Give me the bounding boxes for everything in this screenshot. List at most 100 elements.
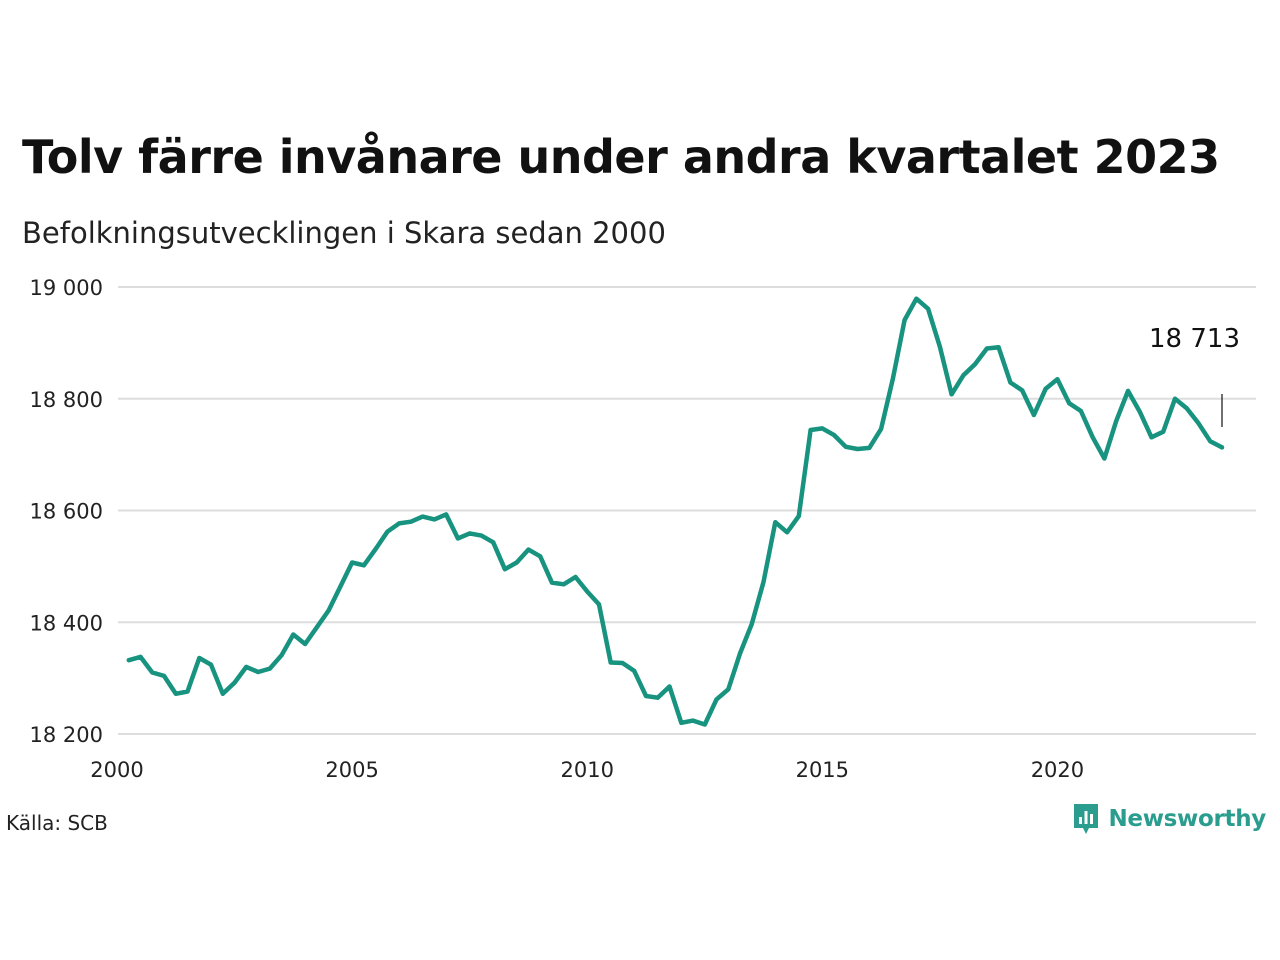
data-point <box>502 567 507 572</box>
data-point <box>1114 419 1119 424</box>
data-point <box>162 673 166 678</box>
data-point <box>644 694 648 698</box>
data-point <box>491 540 496 545</box>
data-point <box>1055 377 1060 382</box>
data-point <box>549 580 554 585</box>
data-point <box>373 547 378 552</box>
data-point <box>714 697 719 702</box>
data-point <box>350 560 355 565</box>
data-point <box>408 519 413 524</box>
data-point <box>361 563 366 568</box>
data-point <box>138 654 143 659</box>
data-point <box>232 680 237 685</box>
data-point <box>326 608 331 613</box>
data-point <box>773 520 778 525</box>
x-tick-label: 2000 <box>90 758 143 782</box>
data-point <box>808 428 813 432</box>
data-point <box>620 661 625 665</box>
data-point <box>1008 380 1013 385</box>
data-point <box>244 664 249 669</box>
data-point <box>1078 409 1083 413</box>
data-point <box>973 362 978 367</box>
data-point <box>785 530 790 535</box>
data-point <box>1161 429 1166 434</box>
data-point <box>796 514 801 519</box>
series-line <box>126 296 1225 727</box>
data-point <box>126 658 131 663</box>
data-point <box>1090 435 1095 440</box>
data-point <box>197 656 202 660</box>
data-point <box>303 642 308 646</box>
brand-name: Newsworthy <box>1108 806 1266 832</box>
data-point <box>996 345 1001 350</box>
data-point <box>479 533 484 538</box>
data-point <box>914 296 919 301</box>
data-point <box>561 582 566 587</box>
y-tick-label: 18 600 <box>30 500 103 524</box>
y-tick-label: 19 000 <box>30 276 103 300</box>
data-point <box>397 521 402 526</box>
data-point <box>691 718 695 723</box>
source-note: Källa: SCB <box>6 811 108 835</box>
data-point <box>1031 413 1036 417</box>
data-point <box>338 584 343 589</box>
data-point <box>632 668 637 673</box>
data-point <box>855 447 860 451</box>
x-tick-label: 2015 <box>796 758 849 782</box>
data-point <box>585 589 590 594</box>
data-point <box>1102 456 1107 461</box>
data-point <box>420 514 425 519</box>
data-point <box>679 720 684 725</box>
data-point <box>726 687 731 692</box>
y-tick-label: 18 200 <box>30 723 103 747</box>
data-point <box>1126 388 1130 393</box>
data-point <box>926 306 931 311</box>
last-value-label: 18 713 <box>1149 324 1240 354</box>
data-point <box>949 392 954 397</box>
data-point <box>1220 445 1224 450</box>
data-point <box>1043 386 1048 391</box>
data-point <box>432 517 437 522</box>
data-point <box>667 684 672 689</box>
data-point <box>961 373 966 378</box>
data-point <box>832 433 837 438</box>
data-point <box>314 625 319 630</box>
chart-subtitle: Befolkningsutvecklingen i Skara sedan 20… <box>22 216 666 250</box>
x-tick-label: 2020 <box>1031 758 1084 782</box>
data-point <box>984 346 989 351</box>
newsworthy-chart-icon <box>1074 804 1099 834</box>
data-point <box>1173 396 1177 401</box>
data-point <box>655 695 660 700</box>
data-point <box>455 536 460 541</box>
data-point <box>879 426 884 431</box>
brand-logo: Newsworthy <box>1072 802 1266 836</box>
data-point <box>820 426 825 431</box>
y-axis-ticks: 19 000 18 800 18 600 18 400 18 200 <box>30 276 103 747</box>
y-tick-label: 18 400 <box>30 611 103 635</box>
data-point <box>385 529 390 534</box>
x-tick-label: 2010 <box>560 758 613 782</box>
data-point <box>1137 409 1142 414</box>
data-point <box>843 444 848 449</box>
data-point <box>1184 406 1189 411</box>
data-point <box>209 662 213 667</box>
data-point <box>597 602 601 607</box>
chart-title: Tolv färre invånare under andra kvartale… <box>22 130 1220 184</box>
data-point <box>220 691 225 696</box>
data-point <box>173 691 178 696</box>
data-points <box>126 296 1224 727</box>
data-point <box>150 670 155 675</box>
data-point <box>514 560 519 565</box>
grid-layer <box>118 286 1256 735</box>
data-point <box>185 689 190 694</box>
data-point <box>256 670 261 674</box>
data-point <box>937 344 942 349</box>
y-tick-label: 18 800 <box>30 388 103 412</box>
data-point <box>890 376 895 381</box>
data-point <box>1208 439 1213 444</box>
x-axis-ticks: 2000 2005 2010 2015 2020 <box>90 758 1084 782</box>
data-point <box>867 445 872 450</box>
data-point <box>761 580 766 584</box>
x-tick-label: 2005 <box>325 758 378 782</box>
